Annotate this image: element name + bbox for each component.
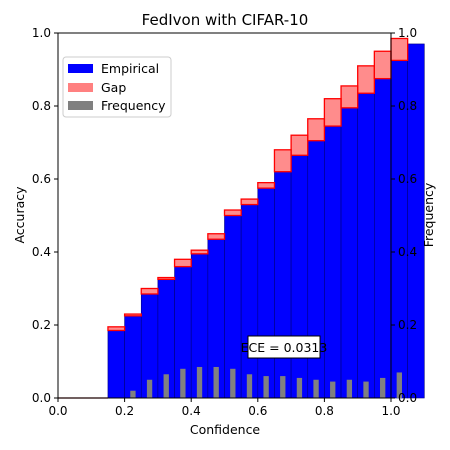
y-tick-label: 0.2	[32, 318, 51, 332]
frequency-bar	[280, 376, 286, 398]
gap-bar	[207, 233, 226, 240]
y-right-tick-label: 1.0	[398, 26, 417, 40]
legend-swatch-gap	[68, 83, 93, 92]
empirical-bar	[324, 125, 342, 399]
gap-bar	[373, 50, 392, 80]
frequency-bar	[330, 381, 336, 398]
frequency-bar	[346, 379, 353, 398]
empirical-bar	[307, 140, 325, 399]
ece-value: ECE = 0.0313	[241, 340, 328, 355]
frequency-bar	[130, 390, 136, 398]
gap-bar	[340, 85, 359, 109]
gap-bar	[390, 37, 409, 62]
gap-bar	[190, 249, 209, 255]
ece-annotation: ECE = 0.0313	[241, 335, 328, 359]
y-tick-label: 0.8	[32, 99, 51, 113]
y-axis-right-label: Frequency	[421, 182, 436, 247]
frequency-bar	[263, 376, 269, 398]
frequency-bar	[146, 379, 153, 398]
frequency-bar	[213, 366, 219, 398]
frequency-bar	[380, 377, 386, 398]
legend-swatch-frequency	[68, 101, 93, 110]
y-right-tick-label: 0.0	[398, 391, 417, 405]
gap-bar	[123, 313, 142, 317]
gap-bar	[223, 209, 242, 217]
y-tick-label: 1.0	[32, 26, 51, 40]
y-tick-label: 0.0	[32, 391, 51, 405]
empirical-bar	[357, 92, 375, 399]
x-tick-label: 0.2	[115, 404, 134, 418]
x-tick-label: 0.6	[248, 404, 267, 418]
x-axis-label: Confidence	[190, 422, 261, 437]
y-tick-label: 0.6	[32, 172, 51, 186]
y-right-tick-label: 0.4	[398, 245, 417, 259]
legend: Empirical Gap Frequency	[62, 56, 172, 118]
empirical-bar	[124, 315, 142, 399]
gap-bar	[290, 134, 309, 156]
empirical-bar	[257, 187, 275, 399]
frequency-bar	[313, 379, 319, 398]
frequency-bar	[296, 377, 303, 398]
empirical-bar	[290, 154, 309, 399]
x-tick-label: 0.0	[48, 404, 67, 418]
legend-label-gap: Gap	[101, 80, 126, 95]
y-axis-label: Accuracy	[12, 186, 27, 244]
frequency-bar	[230, 368, 236, 398]
y-right-tick-label: 0.8	[398, 99, 417, 113]
legend-swatch-empirical	[68, 64, 93, 73]
gap-bar	[257, 181, 276, 189]
gap-bar	[107, 326, 126, 332]
gap-bar	[307, 118, 326, 142]
gap-bar	[157, 276, 176, 281]
y-right-tick-label: 0.2	[398, 318, 417, 332]
frequency-bar	[363, 381, 369, 398]
axis-ticks: 0.0 0.2 0.4 0.6 0.8 1.00.00.20.40.60.81.00.00…	[32, 26, 417, 418]
empirical-bar	[340, 107, 358, 399]
y-right-tick-label: 0.6	[398, 172, 417, 186]
frequency-bar	[180, 368, 186, 398]
gap-bar	[140, 287, 159, 295]
gap-bar	[240, 198, 259, 206]
gap-bar	[357, 65, 376, 94]
plot-area	[57, 32, 425, 399]
frequency-bar	[196, 366, 203, 398]
gap-bar	[173, 258, 192, 268]
legend-label-empirical: Empirical	[101, 61, 159, 76]
gap-bar	[273, 149, 292, 173]
empirical-bar	[240, 204, 259, 399]
legend-label-frequency: Frequency	[101, 98, 166, 113]
frequency-bar	[246, 374, 253, 398]
x-tick-label: 0.8	[315, 404, 334, 418]
empirical-bar	[107, 330, 125, 399]
y-tick-label: 0.4	[32, 245, 51, 259]
empirical-bar	[374, 78, 392, 399]
x-tick-label: 1.0	[381, 404, 400, 418]
chart-title: FedIvon with CIFAR-10	[142, 11, 309, 29]
axes-frame	[57, 32, 392, 399]
empirical-bar	[274, 171, 292, 399]
frequency-bar	[396, 372, 402, 398]
ece-box	[247, 335, 321, 359]
frequency-bar	[163, 374, 169, 398]
gap-bar	[323, 98, 342, 127]
x-tick-label: 0.4	[182, 404, 201, 418]
empirical-bar	[407, 43, 425, 399]
